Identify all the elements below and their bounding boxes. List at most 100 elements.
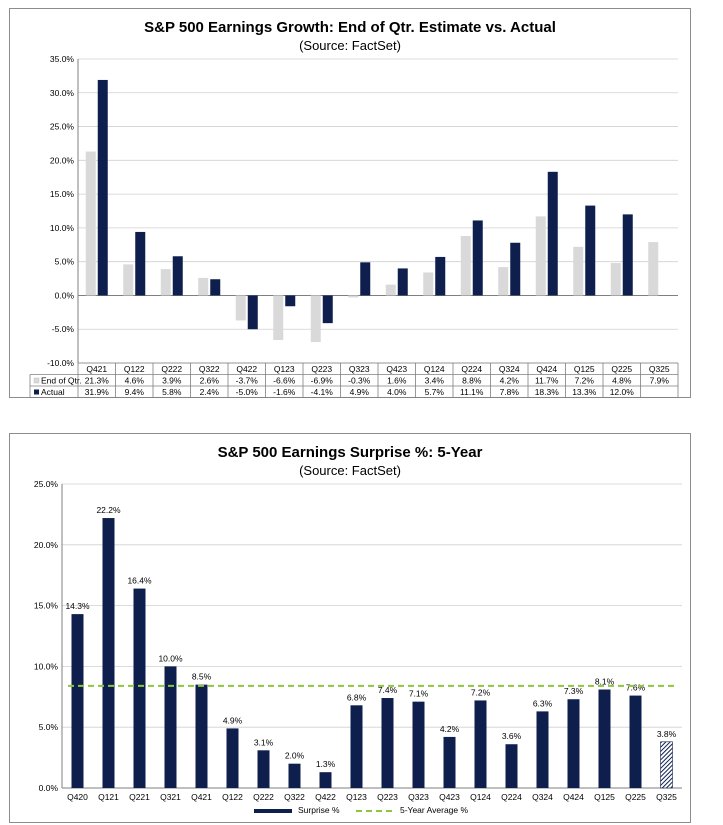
bar bbox=[648, 242, 659, 296]
chart2-subtitle: (Source: FactSet) bbox=[299, 463, 401, 478]
data-label: 10.0% bbox=[158, 653, 183, 663]
data-label: 3.6% bbox=[502, 731, 522, 741]
data-label: 4.9% bbox=[350, 387, 370, 397]
x-tick-label: Q122 bbox=[124, 364, 145, 374]
bar bbox=[322, 295, 333, 324]
x-tick-label: Q424 bbox=[536, 364, 557, 374]
data-label: 21.3% bbox=[85, 376, 110, 386]
y-tick-label: 35.0% bbox=[50, 54, 75, 64]
y-tick-label: -10.0% bbox=[47, 358, 74, 368]
x-tick-label: Q422 bbox=[315, 792, 336, 802]
data-label: 2.4% bbox=[200, 387, 220, 397]
data-label: 14.3% bbox=[65, 601, 90, 611]
bar bbox=[160, 269, 171, 296]
data-label: -4.1% bbox=[311, 387, 334, 397]
data-label: 7.9% bbox=[650, 376, 670, 386]
bar bbox=[474, 700, 487, 788]
data-label: 2.6% bbox=[200, 376, 220, 386]
bar bbox=[97, 79, 108, 296]
chart2-title: S&P 500 Earnings Surprise %: 5-Year bbox=[217, 444, 483, 461]
x-tick-label: Q421 bbox=[86, 364, 107, 374]
y-tick-label: 15.0% bbox=[34, 601, 59, 611]
x-tick-label: Q422 bbox=[236, 364, 257, 374]
data-label: 11.7% bbox=[535, 376, 559, 386]
data-label: 2.0% bbox=[285, 751, 305, 761]
data-label: 6.8% bbox=[347, 692, 367, 702]
x-tick-label: Q124 bbox=[470, 792, 491, 802]
data-label: 7.3% bbox=[564, 686, 584, 696]
bar bbox=[598, 689, 611, 788]
x-tick-label: Q225 bbox=[625, 792, 646, 802]
bar bbox=[510, 242, 521, 296]
earnings-surprise-chart: 0.0% 5.0% 10.0% 15.0% 20.0% 25.0% 14.3% Q420 22.… bbox=[34, 479, 682, 815]
x-tick-label: Q222 bbox=[161, 364, 182, 374]
bar bbox=[350, 705, 363, 788]
data-label: 13.3% bbox=[572, 387, 597, 397]
x-tick-label: Q124 bbox=[424, 364, 445, 374]
bar bbox=[164, 666, 177, 788]
data-label: -0.3% bbox=[348, 376, 371, 386]
bar bbox=[505, 744, 518, 788]
x-tick-label: Q123 bbox=[346, 792, 367, 802]
x-tick-label: Q423 bbox=[439, 792, 460, 802]
legend-swatch bbox=[254, 809, 292, 813]
y-tick-label: 25.0% bbox=[50, 122, 75, 132]
bar bbox=[288, 763, 301, 788]
legend-label: Surprise % bbox=[298, 805, 340, 815]
earnings-growth-chart-panel: S&P 500 Earnings Growth: End of Qtr. Est… bbox=[9, 8, 691, 398]
bar bbox=[460, 235, 471, 296]
data-label: 4.2% bbox=[500, 376, 520, 386]
data-label: 7.2% bbox=[575, 376, 595, 386]
y-tick-label: 10.0% bbox=[34, 661, 59, 671]
x-tick-label: Q323 bbox=[349, 364, 370, 374]
bar bbox=[535, 216, 546, 296]
bar bbox=[319, 772, 332, 788]
data-label: 4.6% bbox=[125, 376, 145, 386]
data-label: 3.8% bbox=[657, 729, 677, 739]
legend-label: End of Qtr. bbox=[41, 376, 82, 386]
bar bbox=[273, 295, 284, 341]
bar bbox=[348, 295, 359, 298]
bar bbox=[610, 263, 621, 296]
bar bbox=[360, 262, 371, 296]
bar bbox=[102, 518, 115, 788]
x-tick-label: Q325 bbox=[649, 364, 670, 374]
data-label: -5.0% bbox=[236, 387, 259, 397]
x-tick-label: Q224 bbox=[501, 792, 522, 802]
x-tick-label: Q424 bbox=[563, 792, 584, 802]
bar bbox=[622, 214, 633, 296]
data-label: 3.9% bbox=[162, 376, 182, 386]
y-tick-label: 0.0% bbox=[39, 783, 59, 793]
bar bbox=[210, 279, 221, 296]
data-label: 1.3% bbox=[316, 759, 336, 769]
bar bbox=[198, 277, 209, 296]
bar bbox=[435, 256, 446, 296]
bar bbox=[133, 588, 146, 788]
x-tick-label: Q321 bbox=[160, 792, 181, 802]
y-tick-label: 25.0% bbox=[34, 479, 59, 489]
data-label: -6.6% bbox=[273, 376, 296, 386]
bar bbox=[629, 695, 642, 788]
x-tick-label: Q322 bbox=[199, 364, 220, 374]
data-label: 18.3% bbox=[535, 387, 560, 397]
x-tick-label: Q125 bbox=[574, 364, 595, 374]
bar bbox=[172, 256, 183, 296]
data-label: 8.5% bbox=[192, 672, 212, 682]
data-label: 3.4% bbox=[425, 376, 445, 386]
data-label: 12.0% bbox=[610, 387, 635, 397]
bar bbox=[423, 272, 434, 296]
x-tick-label: Q122 bbox=[222, 792, 243, 802]
y-tick-label: 20.0% bbox=[34, 540, 59, 550]
x-tick-label: Q322 bbox=[284, 792, 305, 802]
bar bbox=[585, 205, 596, 296]
x-tick-label: Q224 bbox=[461, 364, 482, 374]
bar bbox=[135, 231, 146, 296]
data-label: 16.4% bbox=[127, 576, 152, 586]
bar bbox=[71, 614, 84, 788]
x-tick-label: Q123 bbox=[274, 364, 295, 374]
data-label: 6.3% bbox=[533, 698, 553, 708]
x-tick-label: Q325 bbox=[656, 792, 677, 802]
bar bbox=[536, 711, 549, 788]
bar bbox=[498, 267, 509, 296]
bar bbox=[443, 736, 456, 788]
